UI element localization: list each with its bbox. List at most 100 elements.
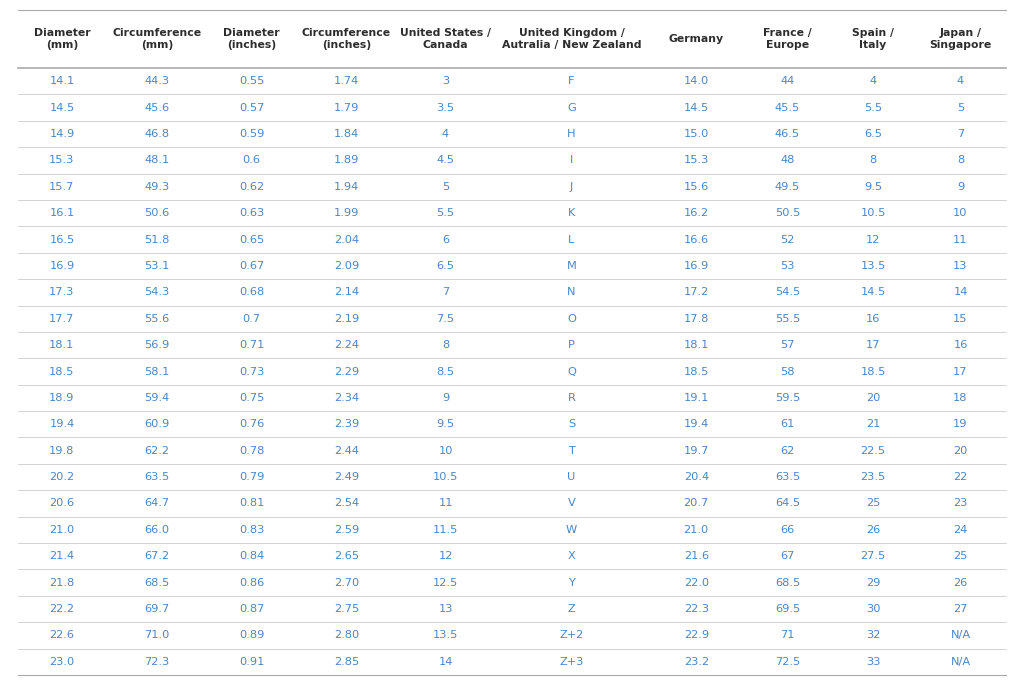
Text: 6.5: 6.5 (436, 261, 455, 271)
Text: N/A: N/A (950, 657, 971, 667)
Text: 0.7: 0.7 (243, 313, 261, 324)
Text: 50.6: 50.6 (144, 208, 169, 218)
Text: W: W (566, 525, 578, 535)
Text: 15.3: 15.3 (49, 155, 75, 165)
Text: 0.76: 0.76 (239, 419, 264, 430)
Text: 23.0: 23.0 (49, 657, 75, 667)
Text: X: X (567, 551, 575, 561)
Text: 14.1: 14.1 (49, 76, 75, 86)
Text: 26: 26 (953, 578, 968, 587)
Text: 63.5: 63.5 (775, 472, 800, 482)
Text: 9.5: 9.5 (436, 419, 455, 430)
Text: 6.5: 6.5 (864, 129, 882, 139)
Text: 0.6: 0.6 (243, 155, 260, 165)
Text: 2.85: 2.85 (334, 657, 359, 667)
Text: Japan /
Singapore: Japan / Singapore (930, 28, 991, 50)
Text: 14: 14 (953, 288, 968, 297)
Text: 17.7: 17.7 (49, 313, 75, 324)
Text: 3.5: 3.5 (436, 102, 455, 113)
Text: 2.44: 2.44 (334, 446, 359, 456)
Text: 10: 10 (953, 208, 968, 218)
Text: Circumference
(mm): Circumference (mm) (113, 28, 202, 50)
Text: 0.73: 0.73 (239, 367, 264, 376)
Text: Circumference
(inches): Circumference (inches) (302, 28, 391, 50)
Text: 9.5: 9.5 (864, 182, 883, 192)
Text: 66: 66 (780, 525, 795, 535)
Text: 68.5: 68.5 (144, 578, 169, 587)
Text: 64.5: 64.5 (775, 499, 800, 508)
Text: Q: Q (567, 367, 575, 376)
Text: Diameter
(mm): Diameter (mm) (34, 28, 90, 50)
Text: 1.99: 1.99 (334, 208, 359, 218)
Text: 0.86: 0.86 (239, 578, 264, 587)
Text: 21: 21 (866, 419, 881, 430)
Text: 50.5: 50.5 (775, 208, 800, 218)
Text: 5: 5 (442, 182, 450, 192)
Text: 20.4: 20.4 (684, 472, 709, 482)
Text: 0.89: 0.89 (239, 630, 264, 641)
Text: 0.79: 0.79 (239, 472, 264, 482)
Text: 11: 11 (953, 234, 968, 245)
Text: 2.39: 2.39 (334, 419, 359, 430)
Text: 55.5: 55.5 (775, 313, 800, 324)
Text: 49.5: 49.5 (775, 182, 800, 192)
Text: France /
Europe: France / Europe (763, 28, 812, 50)
Text: 7: 7 (956, 129, 964, 139)
Text: 68.5: 68.5 (775, 578, 800, 587)
Text: 20: 20 (866, 393, 881, 403)
Text: P: P (568, 340, 574, 350)
Text: 51.8: 51.8 (144, 234, 169, 245)
Text: 14.5: 14.5 (684, 102, 709, 113)
Text: 57: 57 (780, 340, 795, 350)
Text: 1.74: 1.74 (334, 76, 359, 86)
Text: 14.0: 14.0 (684, 76, 709, 86)
Text: 2.49: 2.49 (334, 472, 359, 482)
Text: 1.89: 1.89 (334, 155, 359, 165)
Text: 0.62: 0.62 (239, 182, 264, 192)
Text: R: R (567, 393, 575, 403)
Text: 27: 27 (953, 604, 968, 614)
Text: 54.5: 54.5 (775, 288, 800, 297)
Text: 0.57: 0.57 (239, 102, 264, 113)
Text: 53: 53 (780, 261, 795, 271)
Text: 45.6: 45.6 (144, 102, 169, 113)
Text: 27.5: 27.5 (860, 551, 886, 561)
Text: Z+3: Z+3 (559, 657, 584, 667)
Text: 45.5: 45.5 (775, 102, 800, 113)
Text: 5: 5 (956, 102, 964, 113)
Text: 8: 8 (956, 155, 964, 165)
Text: 2.04: 2.04 (334, 234, 359, 245)
Text: 21.0: 21.0 (684, 525, 709, 535)
Text: 0.75: 0.75 (239, 393, 264, 403)
Text: N/A: N/A (950, 630, 971, 641)
Text: 2.34: 2.34 (334, 393, 359, 403)
Text: 21.6: 21.6 (684, 551, 709, 561)
Text: 15.3: 15.3 (684, 155, 709, 165)
Text: 13: 13 (953, 261, 968, 271)
Text: 2.24: 2.24 (334, 340, 359, 350)
Text: 60.9: 60.9 (144, 419, 169, 430)
Text: 7: 7 (442, 288, 450, 297)
Text: G: G (567, 102, 575, 113)
Text: 22.3: 22.3 (684, 604, 709, 614)
Text: 64.7: 64.7 (144, 499, 169, 508)
Text: Y: Y (568, 578, 574, 587)
Text: 17.3: 17.3 (49, 288, 75, 297)
Text: 0.87: 0.87 (239, 604, 264, 614)
Text: 19.7: 19.7 (684, 446, 709, 456)
Text: 2.29: 2.29 (334, 367, 359, 376)
Text: 2.09: 2.09 (334, 261, 359, 271)
Text: 8: 8 (442, 340, 450, 350)
Text: 14.9: 14.9 (49, 129, 75, 139)
Text: 14.5: 14.5 (860, 288, 886, 297)
Text: 18.5: 18.5 (860, 367, 886, 376)
Text: 2.65: 2.65 (334, 551, 359, 561)
Text: 14: 14 (438, 657, 453, 667)
Text: United Kingdom /
Autralia / New Zealand: United Kingdom / Autralia / New Zealand (502, 28, 641, 50)
Text: 16.9: 16.9 (49, 261, 75, 271)
Text: 22.0: 22.0 (684, 578, 709, 587)
Text: 18.1: 18.1 (684, 340, 709, 350)
Text: 15.6: 15.6 (684, 182, 709, 192)
Text: 19.4: 19.4 (684, 419, 709, 430)
Text: 18.5: 18.5 (684, 367, 709, 376)
